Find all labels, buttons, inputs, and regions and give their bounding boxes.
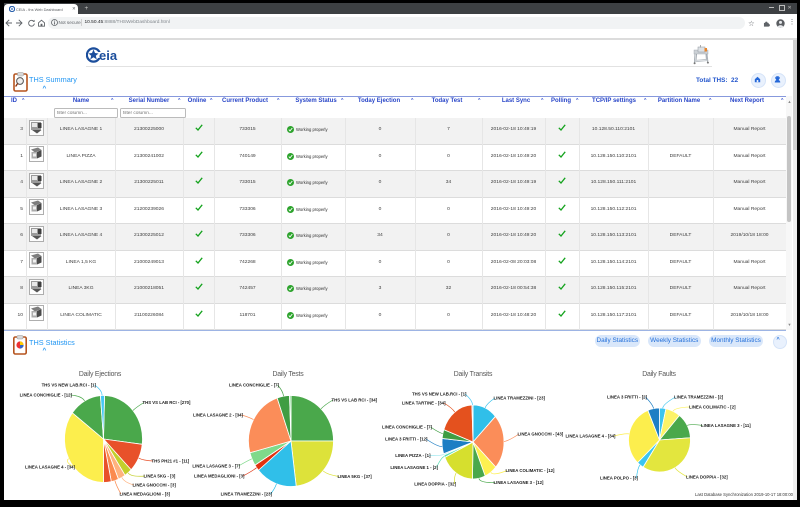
svg-text:THS VS NEW LAB.RCI - [1]: THS VS NEW LAB.RCI - [1] — [412, 392, 467, 397]
svg-text:LINEA CONCHIGLIE - [7]: LINEA CONCHIGLIE - [7] — [229, 383, 280, 388]
svg-text:Daily Faults: Daily Faults — [642, 371, 676, 378]
svg-text:LINEA LASAGNE 4 - [34]: LINEA LASAGNE 4 - [34] — [25, 465, 76, 470]
svg-text:Daily Ejections: Daily Ejections — [79, 371, 122, 378]
svg-text:LINEA LASAGNE 3 - [7]: LINEA LASAGNE 3 - [7] — [192, 464, 240, 469]
svg-text:LINEA LASAGNE 3 - [12]: LINEA LASAGNE 3 - [12] — [494, 480, 545, 485]
svg-text:LINEA 3 FRITTI - [2]: LINEA 3 FRITTI - [2] — [607, 395, 648, 400]
svg-text:THS VS NEW LAB.RCI - [1]: THS VS NEW LAB.RCI - [1] — [42, 383, 97, 388]
svg-text:Daily Tests: Daily Tests — [273, 371, 305, 378]
svg-text:LINEA TRAMEZZINI - [23]: LINEA TRAMEZZINI - [23] — [221, 492, 273, 497]
svg-text:THS VS LAB RCI - [34]: THS VS LAB RCI - [34] — [332, 398, 378, 403]
svg-text:LINEA CONCHIGLIE - [12]: LINEA CONCHIGLIE - [12] — [20, 393, 73, 398]
svg-text:Daily Transits: Daily Transits — [454, 371, 493, 378]
svg-text:LINEA PIZZA - [1]: LINEA PIZZA - [1] — [395, 453, 431, 458]
svg-text:LINEA COLIMATIC - [12]: LINEA COLIMATIC - [12] — [506, 468, 556, 473]
svg-text:LINEA DOPPIA - [32]: LINEA DOPPIA - [32] — [686, 475, 728, 480]
svg-text:LINEA 5KG - [37]: LINEA 5KG - [37] — [338, 474, 373, 479]
svg-text:LINEA 3 FRITTI - [12]: LINEA 3 FRITTI - [12] — [385, 437, 428, 442]
svg-text:eia: eia — [99, 48, 118, 63]
svg-text:LINEA LASAGNE 4 - [34]: LINEA LASAGNE 4 - [34] — [566, 434, 617, 439]
svg-text:LINEA TRAMEZZINI - [2]: LINEA TRAMEZZINI - [2] — [674, 395, 724, 400]
svg-text:LINEA TARTINE - [34]: LINEA TARTINE - [34] — [402, 401, 446, 406]
svg-text:LINEA COLIMATIC - [2]: LINEA COLIMATIC - [2] — [689, 405, 736, 410]
svg-text:LINEA POLPO - [3]: LINEA POLPO - [3] — [600, 476, 639, 481]
svg-text:LINEA LASAGNE 1 - [2]: LINEA LASAGNE 1 - [2] — [390, 465, 438, 470]
svg-text:LINEA 5KG - [3]: LINEA 5KG - [3] — [144, 474, 176, 479]
svg-text:LINEA MEDAGLIONI - [3]: LINEA MEDAGLIONI - [3] — [194, 474, 245, 479]
svg-text:THS PH21 #1 - [11]: THS PH21 #1 - [11] — [152, 459, 190, 464]
svg-text:LINEA GNOCCHI - [43]: LINEA GNOCCHI - [43] — [518, 432, 564, 437]
svg-text:LINEA TRAMEZZINI - [23]: LINEA TRAMEZZINI - [23] — [494, 396, 546, 401]
svg-text:LINEA LASAGNE 2 - [34]: LINEA LASAGNE 2 - [34] — [193, 413, 244, 418]
svg-text:LINEA DOPPIA - [32]: LINEA DOPPIA - [32] — [414, 482, 456, 487]
svg-text:LINEA GNOCCHI - [3]: LINEA GNOCCHI - [3] — [133, 483, 177, 488]
svg-text:LINEA MEDAGLIONI - [3]: LINEA MEDAGLIONI - [3] — [120, 492, 171, 497]
svg-text:LINEA CONCHIGLIE - [7]: LINEA CONCHIGLIE - [7] — [382, 425, 433, 430]
svg-text:LINEA LASAGNE 3 - [11]: LINEA LASAGNE 3 - [11] — [701, 423, 751, 428]
svg-text:THS VS LAB RCI - [270]: THS VS LAB RCI - [270] — [143, 400, 192, 405]
